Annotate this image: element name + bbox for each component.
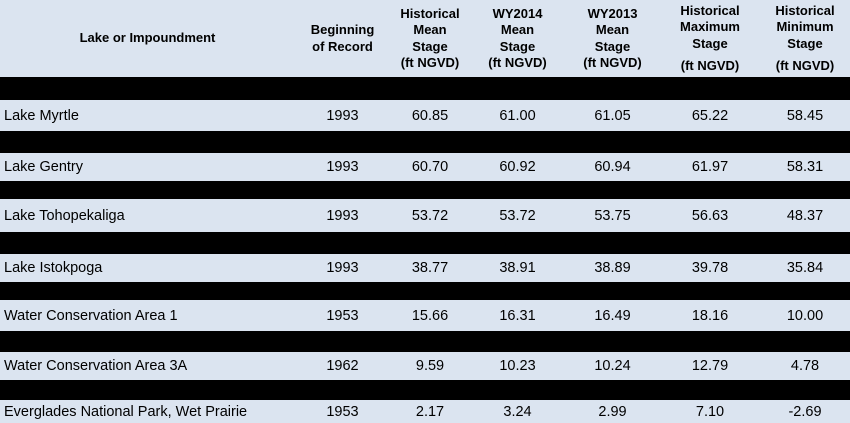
redacted-row xyxy=(0,181,850,199)
historical-mean-stage-cell: 60.85 xyxy=(411,107,449,124)
lake-name-cell: Lake Istokpoga xyxy=(4,260,103,276)
wy2013-mean-stage-cell: 16.49 xyxy=(594,307,631,324)
wy2013-mean-stage-cell: 53.75 xyxy=(594,207,631,224)
table-row: Everglades National Park, Wet Prairie 19… xyxy=(0,400,850,423)
wy2014-mean-stage-cell: 3.24 xyxy=(503,403,532,420)
wy2014-mean-stage-cell: 16.31 xyxy=(499,307,536,324)
lake-name-cell: Water Conservation Area 3A xyxy=(4,358,188,374)
header-line: (ft NGVD) xyxy=(583,55,642,70)
wy2014-mean-stage-cell: 53.72 xyxy=(499,207,536,224)
wy2014-mean-stage-cell: 38.91 xyxy=(499,260,536,276)
wy2013-mean-stage-cell: 38.89 xyxy=(594,260,631,276)
header-line: Mean xyxy=(595,22,630,37)
header-line: WY2014 xyxy=(492,5,543,21)
historical-maximum-stage-cell: 56.63 xyxy=(691,207,729,224)
header-line: Stage xyxy=(787,35,823,51)
historical-mean-stage-cell: 60.70 xyxy=(411,159,449,175)
header-unit: (ft NGVD) xyxy=(680,58,740,73)
table-row: Lake Istokpoga 1993 38.77 38.91 38.89 39… xyxy=(0,254,850,282)
historical-minimum-stage-cell: 48.37 xyxy=(786,207,824,224)
lake-name-cell: Everglades National Park, Wet Prairie xyxy=(4,403,248,420)
historical-minimum-stage-cell: 58.45 xyxy=(786,107,824,124)
historical-maximum-stage-cell: 61.97 xyxy=(691,159,729,175)
beginning-of-record-cell: 1953 xyxy=(326,403,359,420)
redacted-row xyxy=(0,331,850,352)
header-line: (ft NGVD) xyxy=(400,55,460,70)
wy2013-mean-stage-cell: 61.05 xyxy=(594,107,631,124)
beginning-of-record-cell: 1993 xyxy=(326,207,359,224)
table-header-row: Lake or Impoundment Beginning of Record … xyxy=(0,0,850,77)
table-row: Lake Tohopekaliga 1993 53.72 53.72 53.75… xyxy=(0,199,850,232)
historical-minimum-stage-cell: 4.78 xyxy=(790,358,820,374)
beginning-of-record-cell: 1953 xyxy=(326,307,359,324)
column-header-beginning-of-record: Beginning of Record xyxy=(295,0,390,77)
historical-mean-stage-cell: 15.66 xyxy=(411,307,449,324)
wy2014-mean-stage-cell: 61.00 xyxy=(499,107,536,124)
header-line: WY2013 xyxy=(587,5,638,21)
header-line: Stage xyxy=(412,38,448,54)
header-line: Minimum xyxy=(776,19,834,34)
wy2014-mean-stage-cell: 10.23 xyxy=(499,358,536,374)
redacted-row xyxy=(0,77,850,100)
beginning-of-record-cell: 1993 xyxy=(326,260,359,276)
header-line: Stage xyxy=(692,35,728,51)
redacted-row xyxy=(0,282,850,300)
historical-minimum-stage-cell: 35.84 xyxy=(786,260,824,276)
redacted-row xyxy=(0,131,850,153)
header-line: (ft NGVD) xyxy=(488,55,547,70)
column-header-wy2014-mean-stage: WY2014 Mean Stage (ft NGVD) xyxy=(470,0,565,77)
historical-mean-stage-cell: 38.77 xyxy=(411,260,449,276)
header-line: Historical xyxy=(775,2,835,18)
header-line: Historical xyxy=(400,5,460,21)
lake-name-cell: Lake Tohopekaliga xyxy=(4,207,125,224)
historical-maximum-stage-cell: 12.79 xyxy=(691,358,729,374)
header-line: Maximum xyxy=(680,19,740,34)
beginning-of-record-cell: 1993 xyxy=(326,107,359,124)
table-row: Water Conservation Area 3A 1962 9.59 10.… xyxy=(0,352,850,380)
table-row: Lake Myrtle 1993 60.85 61.00 61.05 65.22… xyxy=(0,100,850,131)
historical-maximum-stage-cell: 39.78 xyxy=(691,260,729,276)
column-header-historical-maximum-stage: Historical Maximum Stage (ft NGVD) xyxy=(660,0,760,77)
historical-mean-stage-cell: 9.59 xyxy=(415,358,445,374)
lake-name-cell: Water Conservation Area 1 xyxy=(4,307,178,324)
historical-maximum-stage-cell: 65.22 xyxy=(691,107,729,124)
header-line: Historical xyxy=(680,2,740,18)
redacted-row xyxy=(0,232,850,254)
table-row: Lake Gentry 1993 60.70 60.92 60.94 61.97… xyxy=(0,153,850,181)
wy2013-mean-stage-cell: 60.94 xyxy=(594,159,631,175)
wy2014-mean-stage-cell: 60.92 xyxy=(499,159,536,175)
historical-minimum-stage-cell: 10.00 xyxy=(786,307,824,324)
wy2013-mean-stage-cell: 10.24 xyxy=(594,358,631,374)
beginning-of-record-cell: 1993 xyxy=(326,159,359,175)
lake-name-cell: Lake Myrtle xyxy=(4,107,79,124)
wy2013-mean-stage-cell: 2.99 xyxy=(598,403,627,420)
header-line: Mean xyxy=(413,22,447,37)
header-unit: (ft NGVD) xyxy=(775,58,835,73)
redacted-row xyxy=(0,380,850,400)
historical-mean-stage-cell: 53.72 xyxy=(411,207,449,224)
historical-mean-stage-cell: 2.17 xyxy=(415,403,445,420)
table-row: Water Conservation Area 1 1953 15.66 16.… xyxy=(0,300,850,331)
column-header-historical-mean-stage: Historical Mean Stage (ft NGVD) xyxy=(390,0,470,77)
header-line: Mean xyxy=(500,22,535,37)
header-line: Stage xyxy=(499,38,536,54)
header-line: Lake or Impoundment xyxy=(79,30,216,46)
header-line: Stage xyxy=(594,38,631,54)
beginning-of-record-cell: 1962 xyxy=(326,358,359,374)
column-header-lake-or-impoundment: Lake or Impoundment xyxy=(0,0,295,77)
header-line: of Record xyxy=(312,38,373,54)
historical-minimum-stage-cell: -2.69 xyxy=(788,403,822,420)
column-header-historical-minimum-stage: Historical Minimum Stage (ft NGVD) xyxy=(760,0,850,77)
lake-name-cell: Lake Gentry xyxy=(4,159,83,175)
column-header-wy2013-mean-stage: WY2013 Mean Stage (ft NGVD) xyxy=(565,0,660,77)
historical-maximum-stage-cell: 7.10 xyxy=(695,403,725,420)
historical-maximum-stage-cell: 18.16 xyxy=(691,307,729,324)
historical-minimum-stage-cell: 58.31 xyxy=(786,159,824,175)
header-line: Beginning xyxy=(310,22,375,37)
